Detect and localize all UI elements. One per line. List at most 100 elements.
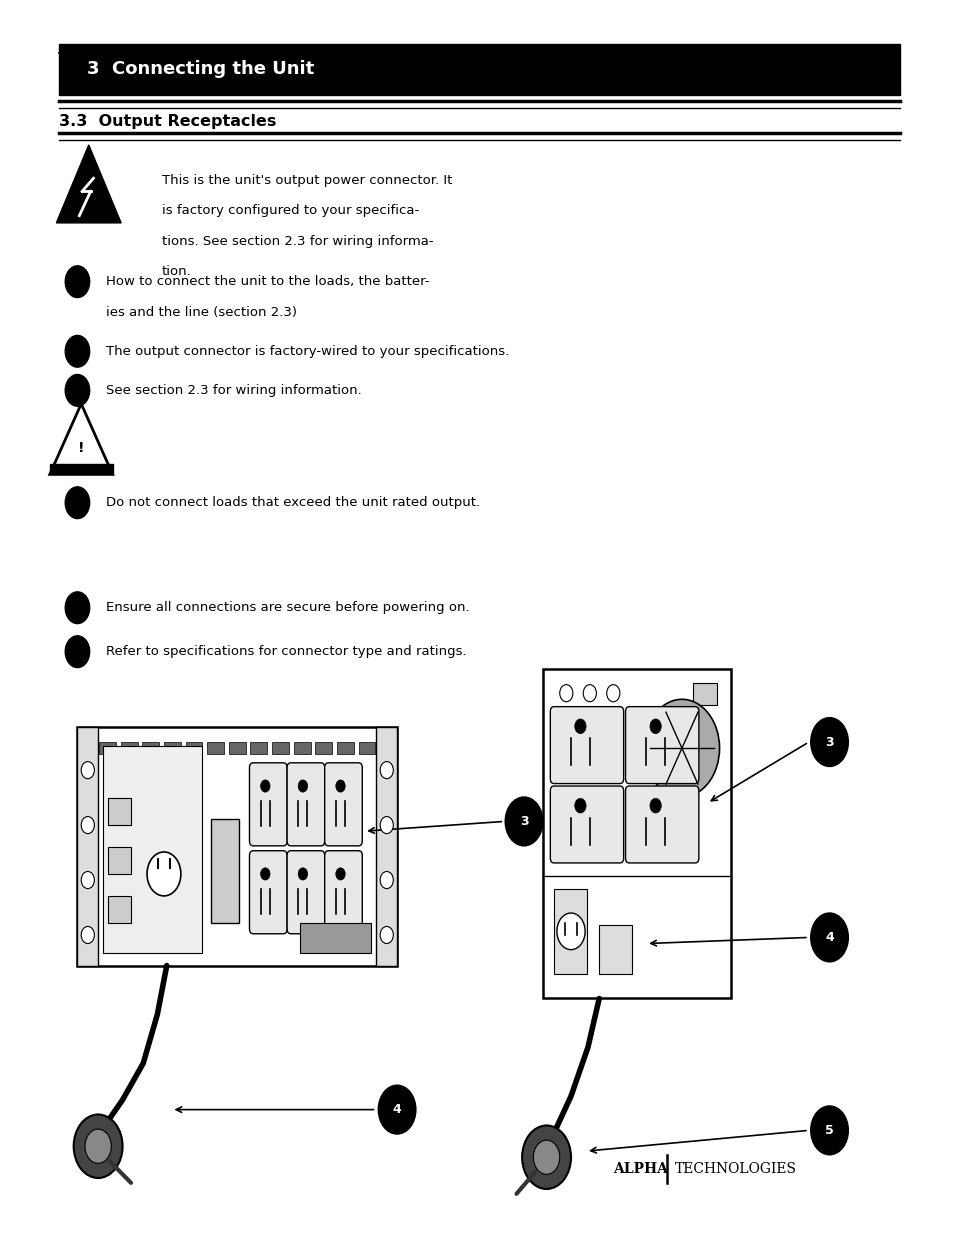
Circle shape — [649, 719, 660, 734]
FancyBboxPatch shape — [272, 742, 289, 755]
Circle shape — [379, 762, 393, 779]
Text: TECHNOLOGIES: TECHNOLOGIES — [674, 1162, 796, 1177]
Circle shape — [260, 781, 270, 792]
Circle shape — [81, 816, 94, 834]
Circle shape — [668, 731, 695, 766]
Circle shape — [65, 487, 90, 519]
Circle shape — [559, 684, 573, 701]
Circle shape — [533, 1140, 559, 1174]
Text: ies and the line (section 2.3): ies and the line (section 2.3) — [106, 306, 296, 319]
Circle shape — [73, 1114, 122, 1178]
Text: The output connector is factory-wired to your specifications.: The output connector is factory-wired to… — [106, 345, 508, 358]
FancyBboxPatch shape — [103, 746, 201, 953]
Circle shape — [582, 684, 596, 701]
Circle shape — [65, 266, 90, 298]
Circle shape — [574, 719, 585, 734]
FancyBboxPatch shape — [693, 683, 716, 705]
Circle shape — [65, 374, 90, 406]
Circle shape — [505, 797, 542, 846]
Circle shape — [81, 872, 94, 889]
FancyBboxPatch shape — [108, 847, 131, 874]
Circle shape — [65, 636, 90, 668]
Text: !: ! — [78, 441, 85, 454]
FancyBboxPatch shape — [598, 925, 632, 974]
FancyBboxPatch shape — [186, 742, 202, 755]
FancyBboxPatch shape — [108, 895, 131, 923]
Circle shape — [379, 816, 393, 834]
FancyBboxPatch shape — [376, 727, 396, 966]
Text: How to connect the unit to the loads, the batter-: How to connect the unit to the loads, th… — [106, 275, 429, 288]
FancyBboxPatch shape — [77, 727, 396, 966]
FancyBboxPatch shape — [207, 742, 224, 755]
FancyBboxPatch shape — [554, 889, 586, 974]
Circle shape — [378, 1086, 416, 1134]
Circle shape — [298, 781, 307, 792]
FancyBboxPatch shape — [121, 742, 137, 755]
Text: 3  Connecting the Unit: 3 Connecting the Unit — [87, 61, 314, 78]
Circle shape — [335, 781, 345, 792]
Text: tions. See section 2.3 for wiring informa-: tions. See section 2.3 for wiring inform… — [162, 235, 434, 248]
Text: ALPHA: ALPHA — [613, 1162, 667, 1177]
Polygon shape — [56, 144, 121, 222]
Text: Ensure all connections are secure before powering on.: Ensure all connections are secure before… — [106, 601, 469, 614]
Circle shape — [606, 684, 619, 701]
Circle shape — [643, 699, 719, 797]
Circle shape — [260, 868, 270, 881]
Circle shape — [298, 868, 307, 881]
Text: 4: 4 — [393, 1103, 401, 1116]
Text: This is the unit's output power connector. It: This is the unit's output power connecto… — [162, 174, 452, 186]
FancyBboxPatch shape — [229, 742, 246, 755]
Text: Refer to specifications for connector type and ratings.: Refer to specifications for connector ty… — [106, 645, 466, 658]
FancyBboxPatch shape — [287, 763, 324, 846]
FancyBboxPatch shape — [58, 43, 899, 95]
FancyBboxPatch shape — [211, 819, 239, 923]
FancyBboxPatch shape — [625, 706, 699, 783]
Polygon shape — [50, 404, 112, 474]
Circle shape — [81, 762, 94, 779]
FancyBboxPatch shape — [77, 727, 98, 966]
Circle shape — [335, 868, 345, 881]
Text: tion.: tion. — [162, 266, 192, 278]
FancyBboxPatch shape — [542, 669, 730, 998]
FancyBboxPatch shape — [250, 851, 287, 934]
Text: 3: 3 — [519, 815, 528, 827]
Text: 4: 4 — [824, 931, 833, 944]
Circle shape — [65, 592, 90, 624]
FancyBboxPatch shape — [336, 742, 354, 755]
FancyBboxPatch shape — [164, 742, 181, 755]
Circle shape — [810, 913, 847, 962]
Circle shape — [65, 336, 90, 367]
FancyBboxPatch shape — [324, 763, 362, 846]
Circle shape — [85, 1129, 112, 1163]
Text: 3: 3 — [824, 736, 833, 748]
Circle shape — [810, 718, 847, 767]
Circle shape — [81, 926, 94, 944]
Text: Do not connect loads that exceed the unit rated output.: Do not connect loads that exceed the uni… — [106, 496, 479, 509]
Circle shape — [810, 1107, 847, 1155]
FancyBboxPatch shape — [324, 851, 362, 934]
Text: is factory configured to your specifica-: is factory configured to your specifica- — [162, 204, 419, 217]
Text: 5: 5 — [824, 1124, 833, 1137]
Circle shape — [379, 926, 393, 944]
Text: See section 2.3 for wiring information.: See section 2.3 for wiring information. — [106, 384, 361, 396]
FancyBboxPatch shape — [142, 742, 159, 755]
FancyBboxPatch shape — [625, 785, 699, 863]
FancyBboxPatch shape — [300, 923, 371, 953]
Circle shape — [649, 798, 660, 813]
FancyBboxPatch shape — [108, 798, 131, 825]
Circle shape — [379, 872, 393, 889]
FancyBboxPatch shape — [358, 742, 375, 755]
FancyBboxPatch shape — [287, 851, 324, 934]
FancyBboxPatch shape — [315, 742, 332, 755]
FancyBboxPatch shape — [99, 742, 116, 755]
Circle shape — [147, 852, 181, 895]
Circle shape — [521, 1125, 571, 1189]
Circle shape — [574, 798, 585, 813]
Polygon shape — [50, 464, 112, 474]
FancyBboxPatch shape — [251, 742, 267, 755]
FancyBboxPatch shape — [250, 763, 287, 846]
FancyBboxPatch shape — [550, 706, 623, 783]
Circle shape — [557, 913, 584, 950]
FancyBboxPatch shape — [550, 785, 623, 863]
FancyBboxPatch shape — [294, 742, 311, 755]
